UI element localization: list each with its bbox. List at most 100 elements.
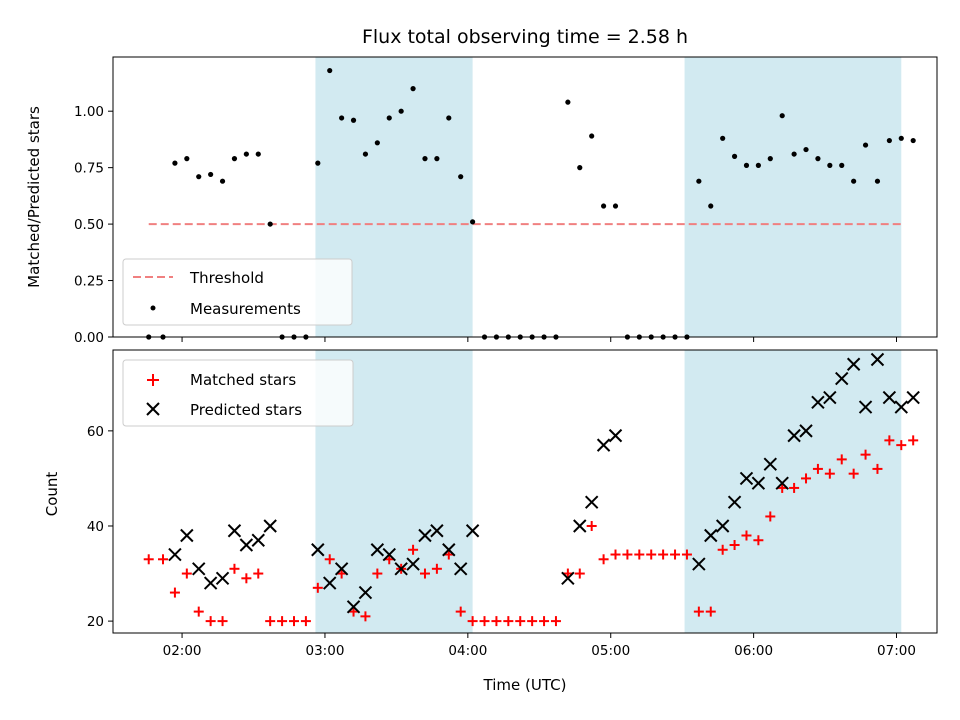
ratio-y-tick-label: 0.50 [74,217,104,233]
count-y-axis: 20 40 60 [87,424,113,630]
count-x-axis: 02:00 03:00 04:00 05:00 06:00 07:00 [163,633,916,659]
ratio-y-tick-label: 0.25 [74,274,104,290]
predicted-star-marker [168,547,182,562]
measurement-point [470,219,476,225]
matched-star-marker [848,468,859,479]
measurement-point [577,165,583,171]
predicted-star-marker [823,390,837,405]
ratio-y-axis: 0.00 0.25 0.50 0.75 1.00 [74,104,113,346]
matched-star-marker [717,544,728,555]
matched-star-marker [670,549,681,560]
matched-star-marker [193,606,204,617]
measurement-point [339,115,345,121]
matched-star-marker [836,454,847,465]
measurement-point [803,146,809,153]
ratio-plot-frame [112,56,938,338]
predicted-star-marker [370,543,385,557]
ratio-y-axis-label: Matched/Predicted stars [25,106,43,288]
matched-star-marker [277,616,288,627]
measurement-point [815,156,821,162]
measurement-point [791,151,797,157]
predicted-star-marker [715,519,730,533]
legend-predicted-label: Predicted stars [190,401,302,419]
predicted-star-marker [894,400,908,414]
ratio-legend: Threshold Measurements [122,258,353,326]
predicted-star-marker [453,562,468,576]
matched-star-marker [205,616,216,627]
matched-star-marker [431,563,442,574]
matched-star-marker [562,568,573,579]
measurement-point [243,151,249,157]
matched-star-marker [872,463,883,474]
predicted-star-marker [608,428,623,443]
matched-star-marker [741,530,752,541]
matched-star-marker [646,549,657,560]
matched-star-marker [658,549,669,560]
matched-star-marker [143,554,154,565]
legend-measurements-swatch [150,305,156,311]
matched-star-marker [265,616,276,627]
predicted-star-marker [775,476,789,490]
matched-star-marker [288,616,299,627]
matched-star-marker [491,616,502,627]
predicted-star-marker [346,600,361,614]
predicted-star-marker [263,519,277,533]
predicted-star-marker [192,562,206,576]
measurement-point [851,178,857,184]
observing-interval-shade [684,57,902,337]
predicted-star-marker [334,562,349,576]
matched-star-marker [372,568,383,579]
predicted-star-marker [787,428,801,443]
predicted-star-marker [870,352,885,367]
predicted-star-marker [382,547,396,562]
observing-intervals [315,57,902,337]
measurement-point [612,203,619,209]
predicted-star-marker [727,495,742,509]
measurement-point [839,162,845,168]
measurement-point [398,108,404,114]
matched-star-marker [348,606,359,617]
count-x-tick-label: 05:00 [591,643,630,659]
measurement-point [374,140,380,146]
count-y-tick-label: 60 [87,424,104,440]
matched-star-marker [729,540,740,551]
matched-star-marker [384,554,395,565]
measurement-point [743,162,750,168]
ratio-legend-box [122,258,353,326]
matched-star-marker [408,544,419,555]
matched-star-marker [598,554,609,565]
predicted-star-marker [799,424,813,438]
predicted-star-marker [323,576,337,590]
matched-star-marker [479,616,490,627]
predicted-star-marker [835,371,849,386]
measurement-point [779,113,785,119]
count-x-tick-label: 04:00 [448,643,487,659]
matched-star-marker [801,473,812,484]
matched-star-marker [693,606,704,617]
matched-star-marker [681,549,692,560]
measurement-point [565,99,571,105]
predicted-star-marker [215,571,230,586]
measurement-point [827,162,833,168]
matched-star-marker [610,549,621,560]
matched-star-marker [324,554,335,565]
matched-star-marker [312,582,323,593]
measurement-point [422,156,428,162]
count-y-tick-label: 20 [87,614,104,630]
matched-star-marker [419,568,430,579]
measurement-point [458,174,464,180]
measurement-point [446,115,452,121]
predicted-star-marker [811,395,825,410]
matched-star-marker [574,568,585,579]
predicted-stars-points [168,352,920,614]
predicted-star-marker [704,528,718,543]
matched-star-marker [705,606,716,617]
measurement-point [767,156,773,162]
measurement-point [219,178,226,184]
measurement-point [208,171,214,178]
predicted-star-marker [846,357,861,371]
matched-star-marker [812,463,823,474]
matched-star-marker [622,549,633,560]
count-plot-frame [112,349,938,634]
